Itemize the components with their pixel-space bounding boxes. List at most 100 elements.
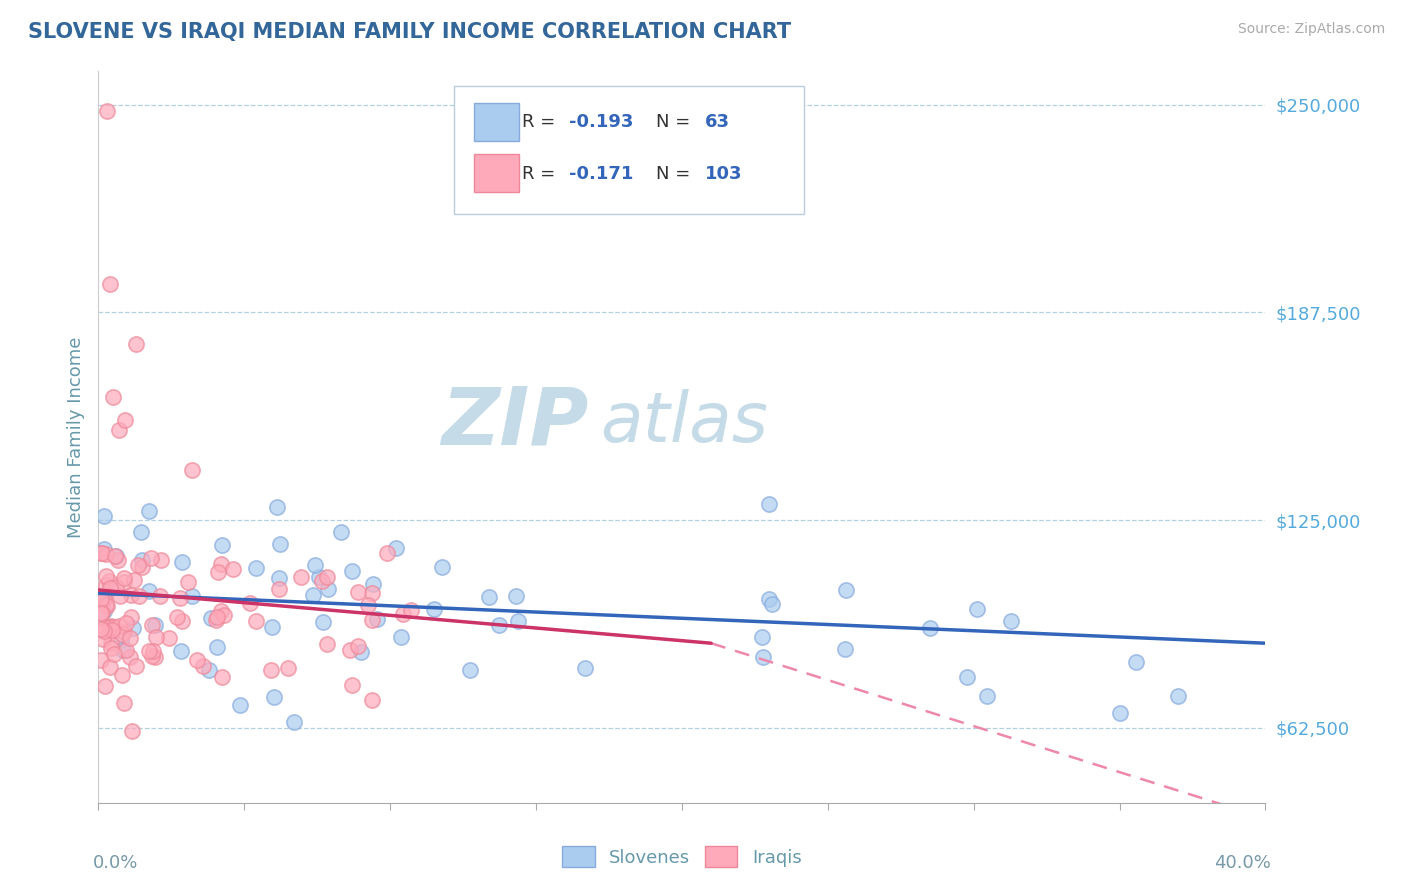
Point xyxy=(209,557,232,571)
Point xyxy=(966,602,988,616)
Point xyxy=(752,650,775,665)
Point xyxy=(260,663,283,677)
Point xyxy=(1108,706,1130,720)
Point xyxy=(93,591,115,606)
Point xyxy=(834,642,856,657)
Point xyxy=(90,546,112,560)
Point xyxy=(207,609,229,624)
Point xyxy=(169,591,191,605)
Legend: Slovenes, Iraqis: Slovenes, Iraqis xyxy=(555,839,808,874)
Text: -0.193: -0.193 xyxy=(568,112,633,131)
Point xyxy=(110,633,132,648)
Point xyxy=(835,582,858,597)
Point xyxy=(751,630,773,644)
Point xyxy=(205,640,228,654)
Text: 63: 63 xyxy=(706,112,730,131)
Point xyxy=(330,525,353,540)
Point xyxy=(90,595,112,609)
Point xyxy=(143,649,166,664)
Text: Source: ZipAtlas.com: Source: ZipAtlas.com xyxy=(1237,22,1385,37)
Point xyxy=(211,537,233,551)
Point xyxy=(399,603,422,617)
Point xyxy=(458,664,481,678)
Point xyxy=(277,661,299,675)
Point xyxy=(357,598,380,612)
Point xyxy=(1167,690,1189,704)
Point xyxy=(114,615,136,630)
Point xyxy=(311,615,333,629)
Point xyxy=(100,640,122,655)
Point xyxy=(311,574,333,588)
Point xyxy=(110,667,132,681)
Point xyxy=(114,413,136,427)
Point xyxy=(316,582,339,596)
Point xyxy=(96,104,118,119)
Text: 103: 103 xyxy=(706,165,742,183)
Point xyxy=(391,607,413,622)
Point xyxy=(141,618,163,632)
Point xyxy=(346,584,368,599)
Point xyxy=(361,586,384,600)
Text: N =: N = xyxy=(657,165,696,183)
Point xyxy=(361,577,384,591)
Point xyxy=(112,575,135,590)
Point xyxy=(138,644,160,658)
Point xyxy=(346,639,368,653)
Point xyxy=(488,617,510,632)
Point xyxy=(145,630,167,644)
Point xyxy=(245,561,267,575)
Point xyxy=(118,649,141,664)
Point xyxy=(375,546,398,560)
Point xyxy=(212,607,235,622)
Point xyxy=(283,715,305,730)
Text: R =: R = xyxy=(522,112,561,131)
Point xyxy=(101,624,124,638)
Point xyxy=(157,631,180,645)
Point xyxy=(93,591,115,606)
Point xyxy=(191,658,214,673)
Point xyxy=(112,642,135,657)
Point xyxy=(131,560,153,574)
Point xyxy=(103,620,125,634)
Point xyxy=(166,610,188,624)
Point xyxy=(107,553,129,567)
Point xyxy=(315,637,337,651)
Point xyxy=(1125,655,1147,669)
Point xyxy=(239,596,262,610)
Point xyxy=(90,653,112,667)
Point xyxy=(121,724,143,739)
Point xyxy=(290,570,312,584)
Point xyxy=(111,626,134,640)
Point xyxy=(100,624,122,639)
Point xyxy=(138,584,160,599)
Point xyxy=(139,550,162,565)
Point xyxy=(120,588,142,602)
Point xyxy=(263,690,285,704)
Point xyxy=(170,555,193,569)
Point xyxy=(90,591,112,606)
Point xyxy=(101,390,124,404)
Point xyxy=(91,632,114,646)
Point xyxy=(100,636,122,650)
Point xyxy=(112,696,135,710)
Point xyxy=(176,574,198,589)
Point xyxy=(360,693,382,707)
Point xyxy=(90,622,112,636)
Text: R =: R = xyxy=(522,165,561,183)
Point xyxy=(125,659,148,673)
Point xyxy=(129,524,152,539)
Point xyxy=(339,643,361,657)
Point xyxy=(122,622,145,636)
Point xyxy=(108,424,131,438)
Point xyxy=(205,613,228,627)
Point xyxy=(104,549,127,563)
Point xyxy=(90,546,112,560)
Point xyxy=(93,624,115,638)
FancyBboxPatch shape xyxy=(454,86,804,214)
Point xyxy=(180,463,202,477)
Point xyxy=(267,582,290,596)
Point xyxy=(918,621,941,635)
Point xyxy=(94,547,117,561)
Point xyxy=(120,610,142,624)
Point xyxy=(104,580,127,594)
